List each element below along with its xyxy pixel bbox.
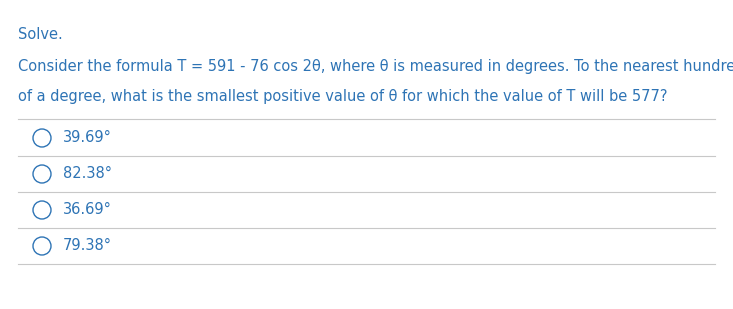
Text: 82.38°: 82.38° bbox=[63, 167, 112, 181]
Text: Consider the formula T = 591 - 76 cos 2θ, where θ is measured in degrees. To the: Consider the formula T = 591 - 76 cos 2θ… bbox=[18, 59, 733, 74]
Text: 36.69°: 36.69° bbox=[63, 202, 112, 218]
Text: Solve.: Solve. bbox=[18, 27, 63, 42]
Text: of a degree, what is the smallest positive value of θ for which the value of T w: of a degree, what is the smallest positi… bbox=[18, 89, 668, 104]
Text: 79.38°: 79.38° bbox=[63, 239, 112, 253]
Text: 39.69°: 39.69° bbox=[63, 130, 112, 146]
